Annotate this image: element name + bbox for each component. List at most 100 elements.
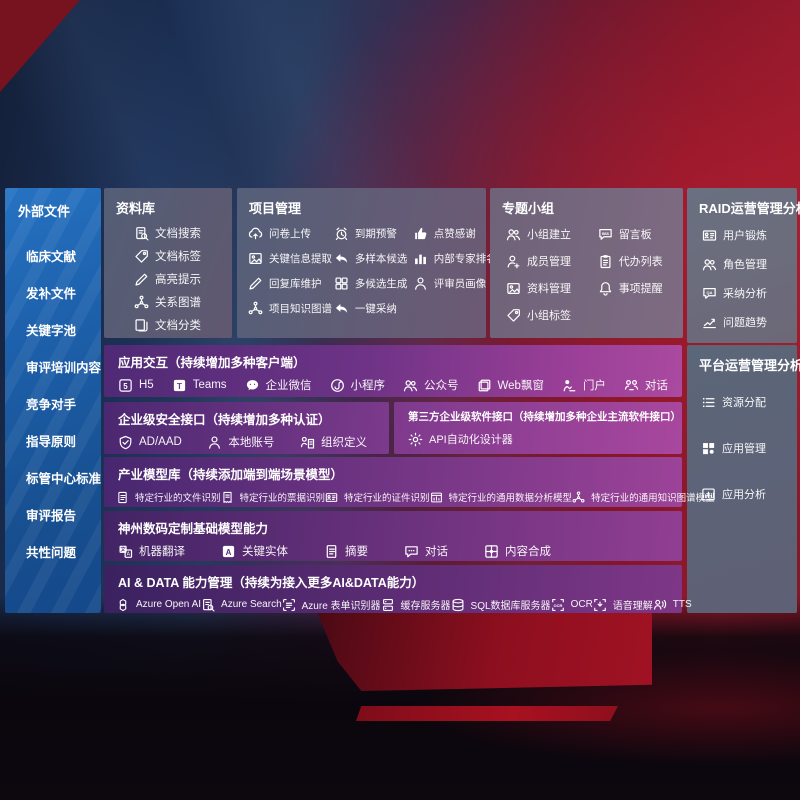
- feature-label: 关键信息提取: [269, 253, 332, 265]
- thirdparty-api-items: API自动化设计器: [394, 424, 682, 447]
- entity-icon: A: [221, 544, 236, 559]
- feature-label: 文档分类: [155, 320, 201, 332]
- feature-item: 特定行业的票据识别: [221, 490, 325, 504]
- feature-item: 缓存服务器: [381, 597, 451, 612]
- doc-search-icon: [134, 226, 149, 241]
- feature-label: 本地账号: [228, 437, 275, 449]
- feature-item: 一键采纳: [334, 301, 413, 316]
- feature-item: Azure 表单识别器: [282, 597, 381, 612]
- feature-label: 小组标签: [527, 310, 571, 322]
- feature-label: 摘要: [345, 546, 368, 558]
- feature-label: 特定行业的通用数据分析模型: [448, 493, 573, 504]
- svg-text:OCR: OCR: [553, 602, 562, 607]
- feature-label: API自动化设计器: [429, 434, 513, 446]
- id-card-icon: [325, 491, 338, 504]
- feature-item: 摘要: [324, 543, 368, 559]
- feature-item: QA 采纳分析: [702, 285, 797, 301]
- feature-item: Azure Search: [201, 598, 282, 612]
- groups-col-1: 小组建立 成员管理 资料管理 小组标签: [506, 226, 598, 323]
- feature-label: 关键实体: [242, 546, 288, 558]
- feature-item: 高亮提示: [134, 271, 232, 287]
- feature-label: 项目知识图谱: [269, 303, 332, 315]
- tts-icon: [653, 598, 667, 612]
- wechat-work-icon: [245, 378, 260, 393]
- feature-label: 对话: [644, 380, 668, 392]
- album-icon: [506, 281, 521, 296]
- feature-item: 资料管理: [506, 280, 598, 296]
- project-col-1: 问卷上传 关键信息提取 回复库维护 项目知识图谱: [248, 226, 334, 316]
- feature-item: 小组标签: [506, 307, 598, 323]
- feature-label: 问题趋势: [723, 317, 767, 329]
- app-interaction-title: 应用交互（持续增加多种客户端）: [118, 356, 306, 370]
- feature-label: 一键采纳: [354, 303, 397, 315]
- industry-models-items: 特定行业的文件识别 特定行业的票据识别 特定行业的证件识别 特定行业的通用数据分析模型…: [104, 483, 715, 504]
- adopt-arrow-icon: [334, 301, 349, 316]
- feature-label: 问卷上传: [269, 228, 311, 240]
- miniprogram-icon: [330, 378, 345, 393]
- feature-label: 多候选生成: [354, 278, 408, 290]
- external-files-list: 临床文献 发补文件 关键字池 审评培训内容 竞争对手 指导原则 标管中心标准 审评报告 共性问题: [5, 239, 101, 572]
- feature-label: 机器翻译: [139, 546, 185, 558]
- security-api-items: AD/AAD 本地账号 组织定义: [104, 428, 389, 450]
- feature-label: OCR: [570, 599, 593, 610]
- platform-ops-panel: 平台运营管理分析 资源分配 应用管理 应用分析: [687, 345, 800, 613]
- feature-item: OCR OCR: [551, 598, 593, 612]
- library-items: 文档搜索 文档标签 高亮提示 关系图谱 文档分类: [104, 221, 232, 333]
- feature-item: 多候选生成: [334, 276, 413, 291]
- feature-label: 缓存服务器: [400, 601, 451, 612]
- feature-item: Azure Open AI: [116, 598, 201, 612]
- allocation-icon: [701, 395, 716, 410]
- groups-title: 专题小组: [502, 201, 555, 216]
- feature-label: 资源分配: [722, 397, 766, 409]
- id-card-icon: [702, 228, 717, 243]
- raid-ops-panel: RAID运营管理分析 用户锻炼 角色管理 QA 采纳分析 问题趋势: [687, 188, 800, 343]
- clipboard-icon: [598, 254, 613, 269]
- feature-label: 采纳分析: [723, 288, 767, 300]
- api-gear-icon: [408, 432, 423, 447]
- external-file-item: 发补文件: [26, 287, 77, 301]
- feature-label: 代办列表: [618, 256, 663, 268]
- external-file-item: 临床文献: [26, 250, 77, 264]
- portal-icon: [562, 378, 577, 393]
- feature-label: 特定行业的证件识别: [344, 493, 430, 504]
- feature-label: 用户锻炼: [723, 230, 767, 242]
- feature-label: 角色管理: [723, 259, 767, 271]
- pencil-icon: [248, 276, 263, 291]
- feature-item: 点赞感谢: [413, 226, 480, 241]
- feature-item: SQL数据库服务器: [451, 597, 551, 612]
- feature-label: AD/AAD: [139, 436, 182, 448]
- feature-label: 企业微信: [265, 380, 312, 392]
- feature-item: 语音理解: [593, 597, 653, 612]
- base-model-items: 文 A 机器翻译 A 关键实体 摘要 对话 内容合成: [104, 537, 682, 559]
- feature-item: 特定行业的文件识别: [116, 490, 221, 504]
- thirdparty-api-title: 第三方企业级软件接口（持续增加多种企业主流软件接口）: [408, 411, 681, 423]
- graph-icon: [134, 295, 149, 310]
- docs-copy-icon: [134, 318, 149, 333]
- feature-item: BBS 留言板: [598, 226, 679, 242]
- feature-item: 对话: [624, 377, 668, 393]
- feature-item: 问卷上传: [248, 226, 334, 241]
- web-window-icon: [477, 378, 492, 393]
- feature-label: 评审员画像: [433, 278, 487, 290]
- feature-label: 高亮提示: [155, 274, 201, 286]
- external-files-title: 外部文件: [18, 204, 71, 219]
- feature-item: 评审员画像: [413, 276, 486, 291]
- people-icon: [702, 257, 717, 272]
- feature-item: 对话: [404, 543, 448, 559]
- feature-item: 门户: [562, 377, 606, 393]
- data-model-icon: [430, 491, 443, 504]
- external-file-item: 竞争对手: [26, 398, 77, 412]
- alarm-icon: [334, 226, 349, 241]
- feature-item: 事项提醒: [598, 280, 679, 296]
- base-model-row: 神州数码定制基础模型能力 文 A 机器翻译 A 关键实体 摘要 对话 内容合成: [104, 511, 682, 561]
- feature-item: 特定行业的通用数据分析模型: [430, 490, 573, 504]
- feature-label: 门户: [582, 380, 606, 392]
- library-panel: 资料库 文档搜索 文档标签 高亮提示 关系图谱 文档分类: [104, 188, 232, 338]
- feature-label: Teams: [192, 379, 227, 391]
- svg-text:文: 文: [120, 545, 126, 553]
- feature-item: 问题趋势: [702, 314, 797, 330]
- thumbs-up-icon: [413, 226, 428, 241]
- feature-item: 关键信息提取: [248, 251, 334, 266]
- feature-item: 小程序: [330, 377, 385, 393]
- thirdparty-api-row: 第三方企业级软件接口（持续增加多种企业主流软件接口） API自动化设计器: [394, 402, 682, 454]
